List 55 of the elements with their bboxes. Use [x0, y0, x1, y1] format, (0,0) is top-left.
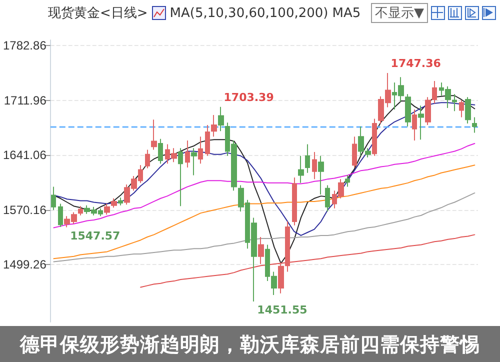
- y-tick-label: 1711.96: [4, 93, 47, 108]
- candlestick: [352, 136, 357, 168]
- candlestick: [312, 152, 317, 180]
- candlestick: [211, 114, 217, 138]
- candlestick: [472, 116, 477, 134]
- y-tick-label: 1782.86: [2, 38, 47, 53]
- candlestick: [459, 100, 464, 118]
- candlestick: [432, 80, 437, 104]
- candlestick: [145, 149, 150, 169]
- candlestick: [205, 124, 210, 156]
- y-tick-label: 1641.06: [2, 148, 47, 162]
- candlestick: [325, 184, 330, 212]
- candlestick: [425, 96, 431, 126]
- candlestick: [372, 118, 377, 156]
- candlestick: [418, 105, 424, 140]
- candlestick: [151, 119, 157, 150]
- candlestick: [218, 106, 224, 132]
- text: 德甲保级形势渐趋明朗，勒沃库森居前四需保持警惕: [0, 326, 500, 362]
- candlestick: [298, 155, 304, 184]
- annotation: 1747.36: [390, 56, 442, 70]
- line-series: [53, 164, 476, 260]
- candlestick: [345, 174, 350, 188]
- candlestick: [118, 197, 123, 206]
- annotation: 1451.55: [257, 303, 308, 316]
- line-series: [140, 234, 476, 288]
- line-series: [53, 192, 476, 262]
- candlestick: [111, 198, 117, 208]
- candlestick: [412, 109, 417, 141]
- text: MA(5,10,30,60,100,200): [170, 6, 328, 20]
- candlestick: [258, 236, 264, 265]
- candlestick: [185, 140, 190, 168]
- candlestick: [292, 177, 297, 226]
- candlestick: [405, 94, 411, 128]
- candlestick: [465, 96, 471, 124]
- candlestick: [104, 203, 110, 216]
- line-series: [53, 143, 476, 228]
- annotation: 1547.57: [70, 229, 120, 242]
- y-tick-label: 1570.16: [2, 202, 47, 217]
- candlestick: [305, 144, 310, 174]
- candlestick: [285, 221, 290, 272]
- candlestick: [58, 203, 63, 228]
- candlestick: [278, 262, 284, 294]
- candlestick: [452, 94, 457, 112]
- text: MA5: [332, 6, 361, 20]
- candlestick: [318, 155, 324, 196]
- candlestick: [158, 138, 163, 164]
- candlestick: [78, 206, 83, 216]
- candlestick: [178, 148, 183, 207]
- candlestick: [198, 136, 203, 164]
- y-tick-label: 1499.26: [2, 258, 47, 272]
- annotation: 1703.39: [224, 90, 274, 104]
- text: 不显示▼: [371, 3, 428, 23]
- candlestick: [51, 186, 56, 210]
- candlestick: [191, 148, 197, 176]
- chart-subtitle: 现货黄金<日线>: [48, 5, 148, 22]
